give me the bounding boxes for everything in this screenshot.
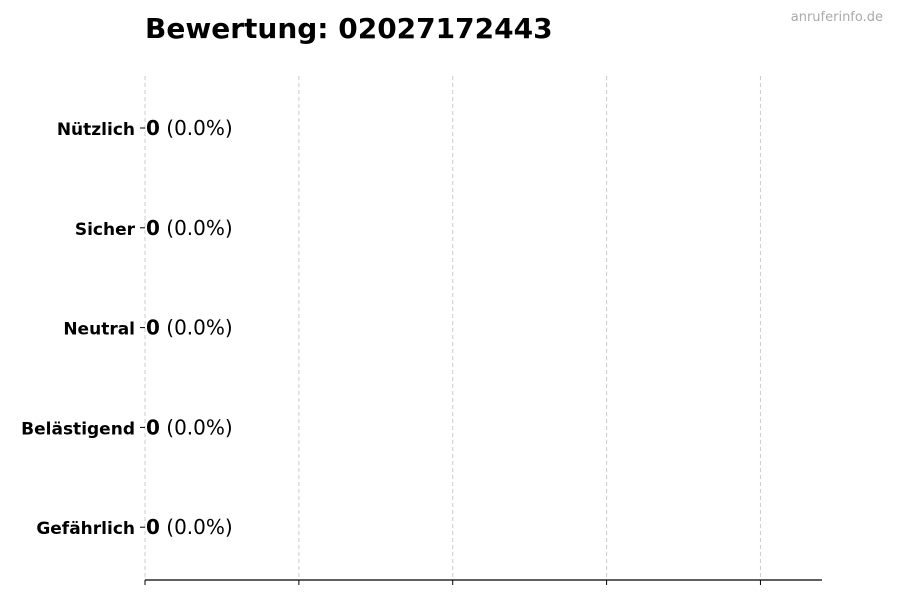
data-label-percent: (0.0%) [160,316,233,340]
chart-title: Bewertung: 02027172443 [145,12,553,45]
data-label-count: 0 [146,116,160,140]
data-label-percent: (0.0%) [160,216,233,240]
data-label-count: 0 [146,415,160,439]
data-label: 0 (0.0%) [146,216,233,240]
data-label-count: 0 [146,515,160,539]
data-label-percent: (0.0%) [160,415,233,439]
data-label-count: 0 [146,216,160,240]
data-label-percent: (0.0%) [160,116,233,140]
y-tick-label: Nützlich [57,120,135,140]
y-tick-label: Sicher [75,220,136,240]
data-label: 0 (0.0%) [146,415,233,439]
data-label: 0 (0.0%) [146,116,233,140]
data-label-percent: (0.0%) [160,515,233,539]
watermark: anruferinfo.de [790,10,883,25]
data-label: 0 (0.0%) [146,515,233,539]
y-tick-label: Gefährlich [36,519,135,539]
y-tick-label: Neutral [63,320,135,340]
y-tick-label: Belästigend [21,419,135,439]
data-label: 0 (0.0%) [146,316,233,340]
data-label-count: 0 [146,316,160,340]
